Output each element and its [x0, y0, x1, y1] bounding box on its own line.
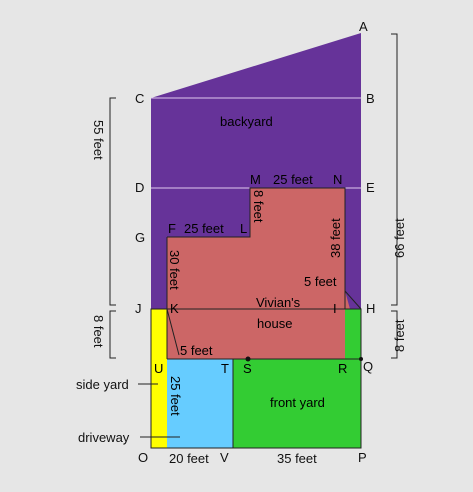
measure-vp: 35 feet	[277, 451, 317, 466]
point-s-dot	[245, 356, 251, 362]
measure-ih: 5 feet	[304, 274, 337, 289]
outline-property	[150, 308, 362, 449]
measure-fl: 25 feet	[184, 221, 224, 236]
label-b: B	[366, 91, 375, 106]
label-p: P	[358, 450, 367, 465]
label-l: L	[240, 221, 247, 236]
label-e: E	[366, 180, 375, 195]
measure-ni: 38 feet	[328, 218, 343, 258]
label-t: T	[221, 361, 229, 376]
label-a: A	[359, 19, 368, 34]
region-backyard-label: backyard	[220, 114, 273, 129]
dimension-right-top: 66 feet	[392, 218, 407, 258]
label-k: K	[170, 301, 179, 316]
label-d: D	[135, 180, 144, 195]
label-s: S	[243, 361, 252, 376]
house-region	[167, 188, 350, 359]
label-q: Q	[363, 359, 373, 374]
measure-mn: 25 feet	[273, 172, 313, 187]
label-f: F	[168, 221, 176, 236]
measure-ml: 8 feet	[251, 190, 266, 223]
region-house-label-2: house	[257, 316, 292, 331]
dimension-right-bottom: 8 feet	[392, 319, 407, 352]
dimension-left-bottom: 8 feet	[91, 315, 106, 348]
driveway-region	[167, 359, 233, 448]
outline-ih	[344, 290, 362, 310]
label-i: I	[333, 301, 337, 316]
region-front-yard-label: front yard	[270, 395, 325, 410]
bracket-left-bottom	[109, 310, 116, 359]
dimension-left-top: 55 feet	[91, 120, 106, 160]
label-m: M	[250, 172, 261, 187]
label-j: J	[135, 301, 142, 316]
label-v: V	[220, 450, 229, 465]
label-u: U	[154, 361, 163, 376]
region-house-label-1: Vivian's	[256, 295, 301, 310]
bracket-right-top	[391, 33, 398, 306]
callout-driveway: driveway	[78, 430, 130, 445]
bracket-left-top	[109, 97, 116, 306]
measure-ov: 20 feet	[169, 451, 209, 466]
measure-fk: 30 feet	[167, 250, 182, 290]
label-c: C	[135, 91, 144, 106]
label-r: R	[338, 361, 347, 376]
point-q-dot	[359, 357, 363, 361]
side-yard-region	[151, 309, 167, 448]
measure-tv: 25 feet	[168, 376, 183, 416]
measure-ks: 5 feet	[180, 343, 213, 358]
label-o: O	[138, 450, 148, 465]
callout-side-yard: side yard	[76, 377, 129, 392]
label-g: G	[135, 230, 145, 245]
outline-ks	[166, 308, 180, 356]
label-n: N	[333, 172, 342, 187]
label-h: H	[366, 301, 375, 316]
bracket-right-bottom	[391, 310, 398, 359]
